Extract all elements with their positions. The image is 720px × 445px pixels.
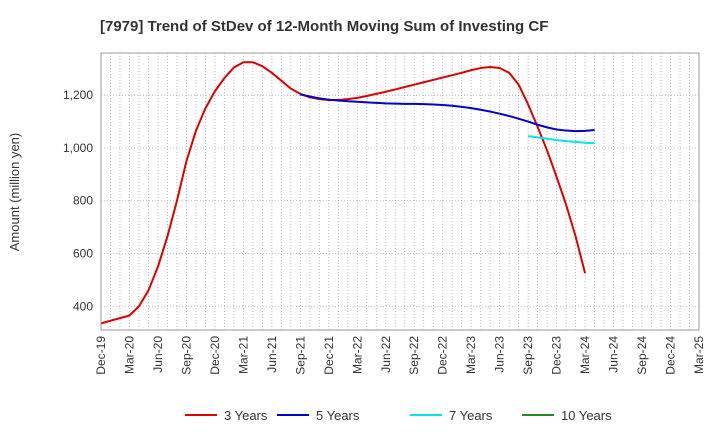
plot-area-border <box>100 52 700 331</box>
x-tick-label: Mar-21 <box>236 336 250 374</box>
x-tick-label: Sep-22 <box>407 336 421 375</box>
legend: 3 Years 5 Years 7 Years 10 Years <box>185 408 612 423</box>
x-tick-label: Mar-24 <box>578 336 592 374</box>
x-tick-label: Dec-21 <box>322 336 336 375</box>
x-tick-label: Jun-21 <box>265 336 279 373</box>
y-tick-label: 800 <box>73 194 93 208</box>
x-tick-label: Sep-20 <box>179 336 193 375</box>
legend-label: 3 Years <box>224 408 268 423</box>
y-axis-label: Amount (million yen) <box>7 133 22 252</box>
x-tick-label: Sep-21 <box>293 336 307 375</box>
series-line-5-years <box>300 93 595 133</box>
x-tick-label: Jun-24 <box>607 336 621 373</box>
x-tick-label: Dec-19 <box>94 336 108 375</box>
x-tick-label: Mar-25 <box>692 336 706 374</box>
grid <box>100 53 700 330</box>
x-tick-label: Sep-24 <box>635 336 649 375</box>
y-tick-label: 1,000 <box>63 141 93 155</box>
y-tick-label: 400 <box>73 299 93 313</box>
x-tick-label: Jun-20 <box>151 336 165 373</box>
x-tick-label: Jun-22 <box>379 336 393 373</box>
series-line-3-years <box>100 61 587 325</box>
legend-label: 10 Years <box>561 408 612 423</box>
series-lines <box>100 61 595 325</box>
x-tick-label: Mar-22 <box>350 336 364 374</box>
y-tick-label: 600 <box>73 247 93 261</box>
legend-label: 5 Years <box>316 408 360 423</box>
legend-label: 7 Years <box>449 408 493 423</box>
x-axis-ticks: Dec-19 Mar-20 Jun-20 Sep-20 Dec-20 Mar-21 Jun-… <box>94 336 706 375</box>
x-tick-label: Mar-23 <box>464 336 478 374</box>
x-tick-label: Sep-23 <box>521 336 535 375</box>
y-tick-label: 1,200 <box>63 88 93 102</box>
chart-title: [7979] Trend of StDev of 12-Month Moving… <box>100 18 548 35</box>
x-tick-label: Mar-20 <box>122 336 136 374</box>
series-line-7-years <box>528 135 595 145</box>
x-tick-label: Dec-23 <box>550 336 564 375</box>
x-tick-label: Dec-20 <box>208 336 222 375</box>
x-tick-label: Dec-22 <box>436 336 450 375</box>
x-tick-label: Jun-23 <box>493 336 507 373</box>
y-axis-ticks: 400 600 800 1,000 1,200 <box>63 88 93 313</box>
x-tick-label: Dec-24 <box>664 336 678 375</box>
